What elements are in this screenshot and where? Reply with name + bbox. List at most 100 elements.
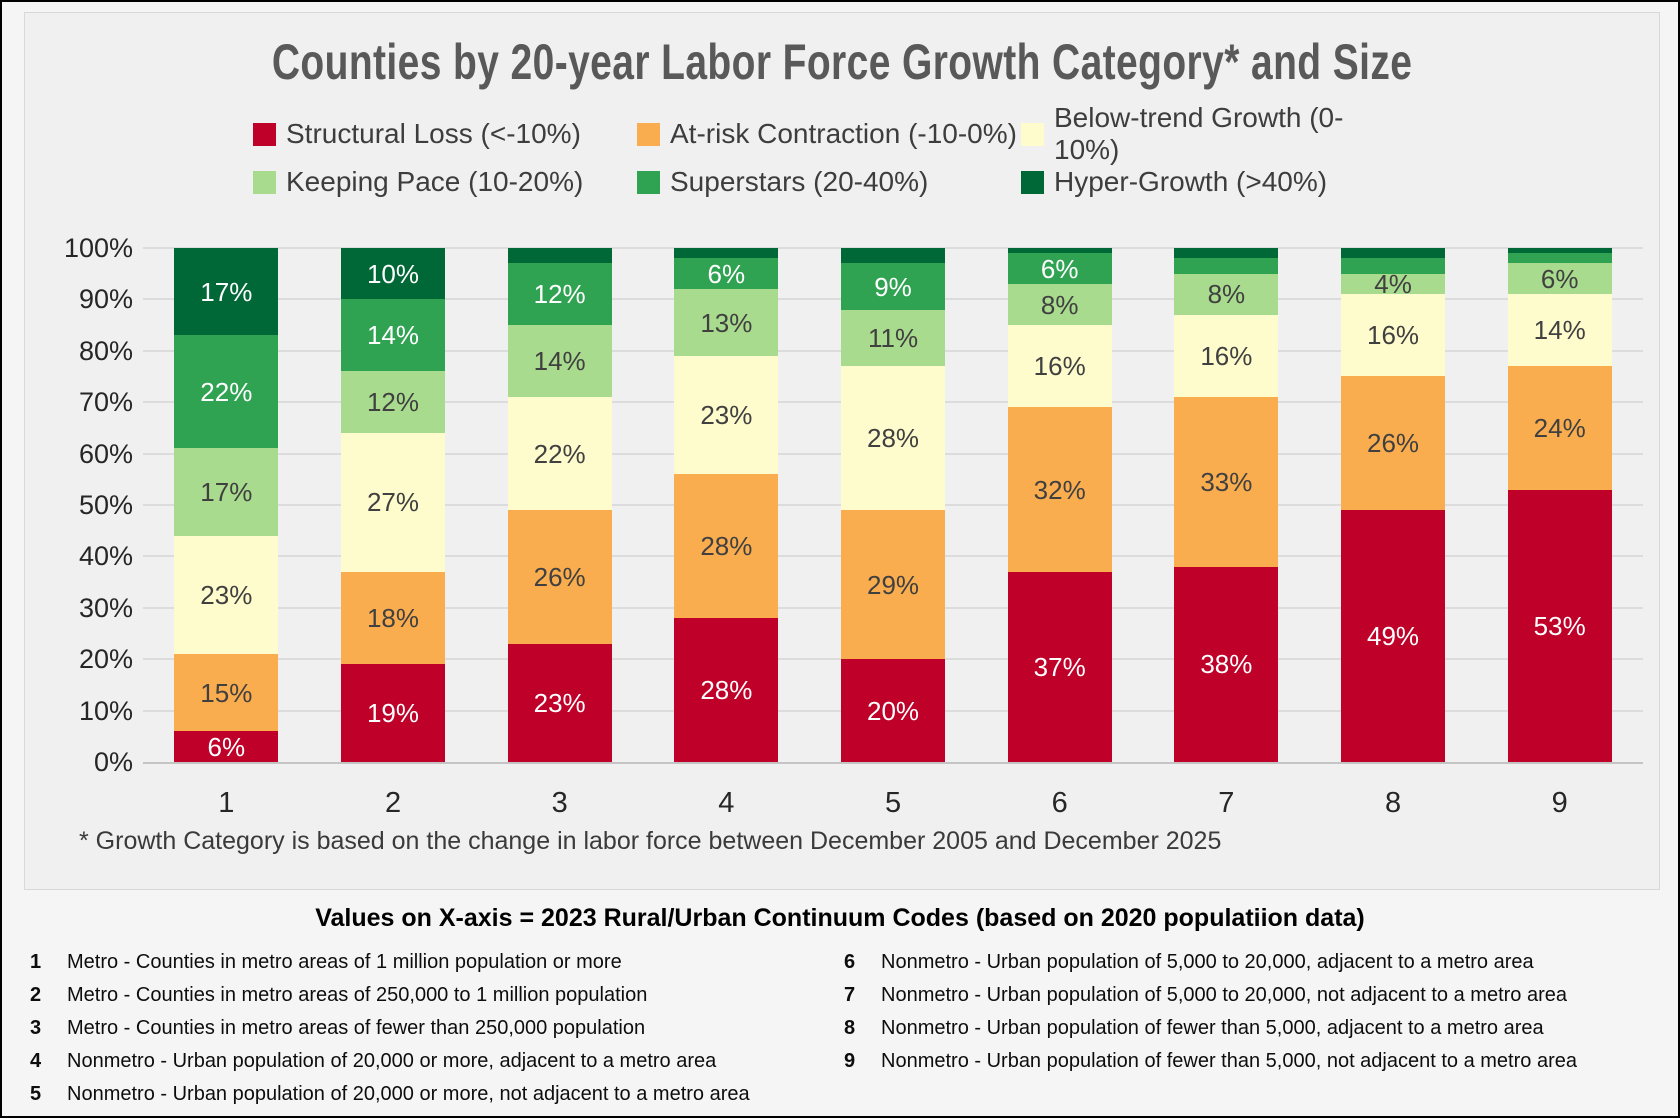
bar-segment: 14% xyxy=(507,325,612,398)
bar-segment: 32% xyxy=(1007,407,1112,572)
bar-segment: 22% xyxy=(174,335,279,449)
code-description: Nonmetro - Urban population of 5,000 to … xyxy=(881,984,1567,1006)
bar-segment: 13% xyxy=(674,289,779,356)
bar-slot: 12% 14% 22% 26% 23% xyxy=(476,248,643,762)
bar-segment-label: 27% xyxy=(366,487,420,518)
bar-slot: 9% 11% 28% 29% 20% xyxy=(810,248,977,762)
legend-item-hyper-growth: Hyper-Growth (>40%) xyxy=(1021,165,1405,199)
bar-segment: 53% xyxy=(1507,489,1612,762)
bar-segment-label: 23% xyxy=(700,400,753,431)
stacked-bar: 4% 16% 26% 49% xyxy=(1341,248,1446,762)
codes-left: 1 Metro - Counties in metro areas of 1 mi… xyxy=(30,946,830,1111)
legend-item-at-risk-contraction: At-risk Contraction (-10-0%) xyxy=(637,117,1021,151)
chart-panel: Counties by 20-year Labor Force Growth C… xyxy=(24,12,1660,890)
stacked-bar: 10% 14% 12% 27% 18% 19% xyxy=(341,248,445,762)
footnote: * Growth Category is based on the change… xyxy=(79,827,1222,855)
bar-segment xyxy=(1174,248,1279,259)
legend-swatch xyxy=(1021,170,1044,194)
bar-segment: 11% xyxy=(841,309,946,367)
y-tick-label: 20% xyxy=(78,644,133,675)
plot-area: 17% 22% 17% 23% 15% 6% 10% 14% 12% 27% 18% 19% 12% 14… xyxy=(143,247,1643,764)
code-description: Nonmetro - Urban population of 20,000 or… xyxy=(67,1083,750,1105)
bar-segment: 19% xyxy=(341,664,445,762)
y-tick-label: 100% xyxy=(63,233,133,263)
bar-segment: 14% xyxy=(341,299,445,372)
stacked-bar: 17% 22% 17% 23% 15% 6% xyxy=(174,248,279,762)
bar-segment-label: 24% xyxy=(1533,412,1586,443)
bar-segment-label: 23% xyxy=(200,579,253,610)
chart-title-text: Counties by 20-year Labor Force Growth C… xyxy=(271,34,1413,90)
legend-label: At-risk Contraction (-10-0%) xyxy=(670,118,1017,149)
bar-segment-label: 28% xyxy=(700,674,753,705)
bar-segment-label: 38% xyxy=(1200,649,1253,680)
bar-slot: 8% 16% 33% 38% xyxy=(1143,248,1310,762)
x-tick-label: 8 xyxy=(1384,787,1402,819)
legend-label: Superstars (20-40%) xyxy=(670,166,929,197)
x-tick-label: 1 xyxy=(218,787,235,819)
bar-segment: 10% xyxy=(341,248,445,300)
bar-segment: 29% xyxy=(841,510,946,660)
bar-segment-label: 17% xyxy=(200,276,253,307)
x-tick-label: 5 xyxy=(884,787,902,819)
x-tick-label: 7 xyxy=(1218,787,1235,819)
bar-slot: 17% 22% 17% 23% 15% 6% xyxy=(143,248,310,762)
y-tick-label: 70% xyxy=(78,387,133,418)
code-row: 2 Metro - Counties in metro areas of 250,… xyxy=(30,979,830,1012)
bar-segment xyxy=(841,248,946,264)
bar-segment-label: 6% xyxy=(1540,263,1579,294)
bar-segment: 49% xyxy=(1341,510,1446,762)
bar-slot: 10% 14% 12% 27% 18% 19% xyxy=(310,248,477,762)
bar-segment-label: 14% xyxy=(366,320,420,351)
bar-segment-label: 16% xyxy=(1200,340,1253,371)
code-description: Metro - Counties in metro areas of 1 mil… xyxy=(67,951,622,973)
legend-swatch xyxy=(637,170,660,194)
bar-segment: 14% xyxy=(1507,294,1612,367)
bar-segment xyxy=(1341,258,1446,274)
bar-segment: 23% xyxy=(674,355,779,475)
y-tick-label: 30% xyxy=(78,592,133,623)
legend-item-keeping-pace: Keeping Pace (10-20%) xyxy=(253,165,637,199)
bar-segment: 15% xyxy=(174,654,279,732)
bar-segment: 4% xyxy=(1341,271,1446,297)
bar-segment-label: 53% xyxy=(1533,610,1586,641)
y-tick-label: 50% xyxy=(78,490,133,520)
x-tick-label: 9 xyxy=(1551,787,1568,819)
legend-label: Structural Loss (<-10%) xyxy=(286,118,581,149)
code-description: Nonmetro - Urban population of 20,000 or… xyxy=(67,1050,717,1072)
bar-segment-label: 33% xyxy=(1200,466,1253,497)
code-description: Nonmetro - Urban population of 5,000 to … xyxy=(881,951,1534,973)
stacked-bar: 6% 13% 23% 28% 28% xyxy=(674,248,779,762)
code-row: 1 Metro - Counties in metro areas of 1 mi… xyxy=(30,946,830,979)
bar-segment-label: 16% xyxy=(1367,320,1420,351)
legend-swatch xyxy=(1021,122,1044,146)
bar-segment-label: 18% xyxy=(366,603,420,634)
bar-segment-label: 10% xyxy=(366,258,420,289)
stacked-bar: 12% 14% 22% 26% 23% xyxy=(507,248,612,762)
bar-segment-label: 6% xyxy=(207,731,246,762)
code-number: 8 xyxy=(844,1017,856,1039)
bar-segment: 37% xyxy=(1007,571,1112,762)
x-tick-label: 3 xyxy=(551,787,568,819)
y-tick-label: 90% xyxy=(78,284,133,315)
bar-segment-label: 19% xyxy=(366,698,420,729)
code-number: 9 xyxy=(844,1050,856,1072)
code-description: Metro - Counties in metro areas of fewer… xyxy=(67,1017,646,1039)
bar-segment-label: 28% xyxy=(700,531,753,562)
bar-segment-label: 12% xyxy=(366,387,420,418)
y-tick-label: 60% xyxy=(78,438,133,469)
bar-segment: 27% xyxy=(341,433,445,572)
x-axis-labels: 1 2 3 4 5 6 7 8 9 xyxy=(143,771,1643,820)
bar-segment: 38% xyxy=(1174,566,1279,762)
bar-segment: 8% xyxy=(1174,273,1279,315)
bar-segment-label: 6% xyxy=(707,258,746,289)
bar-segment-label: 14% xyxy=(1533,315,1586,346)
bar-slot: 4% 16% 26% 49% xyxy=(1310,248,1477,762)
bar-segment-label: 12% xyxy=(533,279,586,310)
code-row: 6 Nonmetro - Urban population of 5,000 to… xyxy=(844,946,1669,979)
bar-segment-label: 22% xyxy=(200,376,253,407)
code-number: 7 xyxy=(844,984,856,1006)
legend-item-structural-loss: Structural Loss (<-10%) xyxy=(253,117,637,151)
bar-segment: 28% xyxy=(674,474,779,619)
bar-segment-label: 6% xyxy=(1040,253,1079,284)
